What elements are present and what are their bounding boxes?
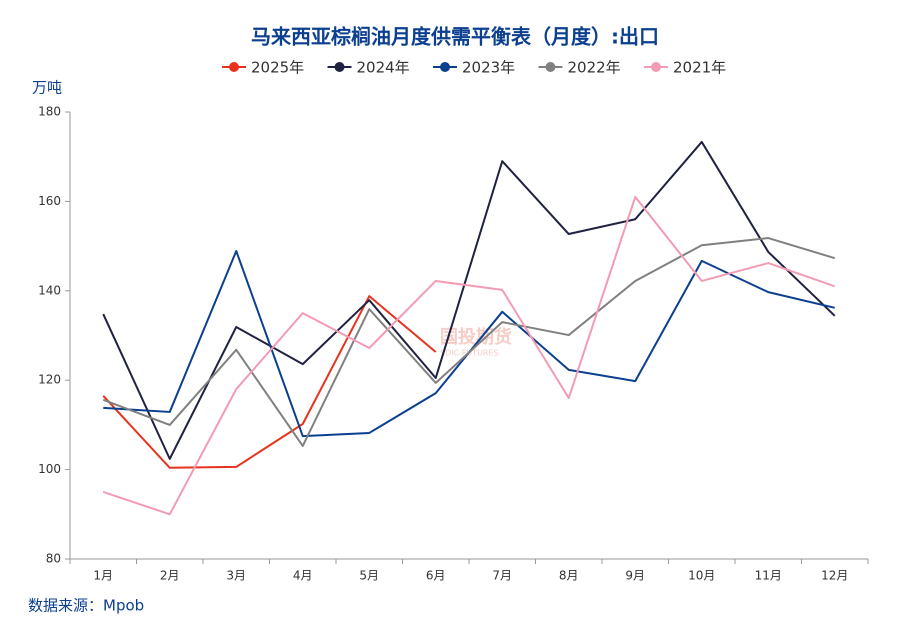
legend-label: 2025年	[251, 59, 304, 77]
legend-marker	[651, 62, 661, 72]
chart-title: 马来西亚棕榈油月度供需平衡表（月度）:出口	[251, 25, 659, 49]
legend-marker	[334, 62, 345, 72]
y-tick-label: 100	[38, 462, 61, 476]
legend-label: 2022年	[568, 59, 621, 77]
x-tick-label: 1月	[93, 569, 113, 583]
legend-label: 2023年	[462, 59, 515, 77]
watermark: 国投期货	[440, 326, 512, 348]
x-tick-label: 7月	[492, 569, 512, 583]
series-line	[102, 295, 437, 469]
legend-label: 2024年	[357, 59, 410, 77]
legend-label: 2021年	[673, 59, 726, 77]
x-tick-label: 4月	[293, 569, 313, 583]
y-tick-label: 160	[38, 194, 61, 208]
x-tick-label: 11月	[755, 569, 782, 583]
x-tick-label: 8月	[559, 569, 579, 583]
series-line	[102, 237, 836, 447]
y-tick-label: 140	[38, 283, 61, 297]
x-tick-label: 3月	[226, 569, 246, 583]
y-axis-label: 万吨	[32, 79, 62, 97]
series-line	[102, 195, 836, 516]
legend-marker	[229, 62, 239, 72]
y-tick-label: 80	[46, 552, 61, 566]
x-tick-label: 5月	[359, 569, 379, 583]
legend-marker	[440, 62, 450, 72]
legend-marker	[545, 62, 556, 72]
y-tick-label: 180	[38, 105, 61, 119]
source: 数据来源：Mpob	[28, 597, 144, 615]
x-tick-label: 12月	[821, 569, 848, 583]
series-line	[102, 140, 836, 460]
x-tick-label: 2月	[160, 569, 180, 583]
x-tick-label: 6月	[426, 569, 446, 583]
y-tick-label: 120	[38, 373, 61, 387]
x-tick-label: 9月	[625, 569, 645, 583]
x-tick-label: 10月	[688, 569, 715, 583]
